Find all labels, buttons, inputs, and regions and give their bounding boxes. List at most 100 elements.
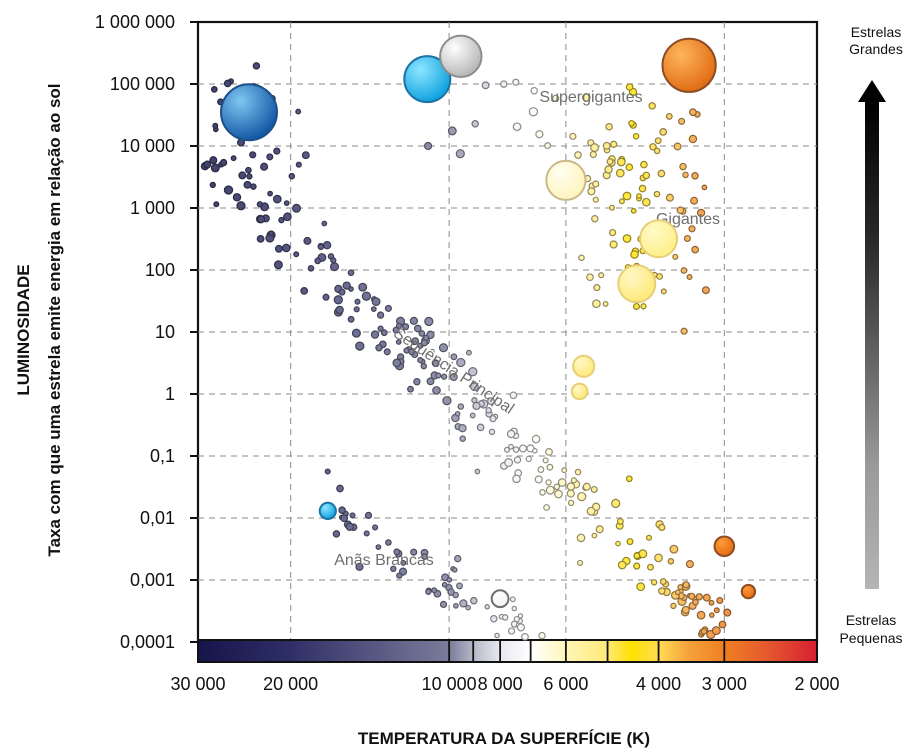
x-tick-label: 10 000 <box>422 674 477 694</box>
star-point <box>338 506 346 514</box>
highlight-star <box>713 535 736 558</box>
highlight-star <box>661 37 717 93</box>
star-point <box>501 614 509 621</box>
star-point <box>677 584 684 591</box>
star-point <box>317 243 325 251</box>
star-point <box>426 377 435 386</box>
y-tick-label: 0,01 <box>140 508 175 528</box>
star-point <box>574 151 582 159</box>
star-point <box>336 484 344 493</box>
star-point <box>615 540 621 547</box>
star-point <box>586 506 596 516</box>
star-point <box>528 107 539 117</box>
star-point <box>586 273 594 282</box>
highlight-star <box>740 583 757 600</box>
star-point <box>530 86 538 95</box>
star-point <box>577 491 587 502</box>
star-point <box>506 429 516 439</box>
large-stars-label: Estrelas Grandes <box>849 24 903 57</box>
star-point <box>330 257 337 264</box>
star-point <box>322 293 330 301</box>
star-point <box>425 588 432 595</box>
highlight-stars <box>220 34 757 609</box>
star-point <box>683 234 691 243</box>
star-point <box>696 610 706 620</box>
star-point <box>503 446 511 453</box>
star-point <box>209 181 216 189</box>
star-point <box>609 204 615 211</box>
star-point <box>418 330 426 337</box>
star-point <box>545 447 553 456</box>
star-point <box>682 581 690 589</box>
star-point <box>266 153 274 161</box>
star-point <box>538 631 546 640</box>
star-point <box>438 343 449 353</box>
size-arrow-head <box>858 80 886 102</box>
star-point <box>665 193 674 202</box>
star-point <box>413 324 422 333</box>
star-point <box>293 251 300 258</box>
star-point <box>456 357 466 368</box>
star-point <box>283 212 292 222</box>
star-point <box>484 604 490 610</box>
star-point <box>384 304 392 312</box>
star-point <box>453 554 462 563</box>
star-point <box>432 359 440 368</box>
temperature-color-band <box>197 639 818 663</box>
star-point <box>432 386 441 395</box>
star-point <box>376 311 385 319</box>
star-point <box>453 602 459 609</box>
star-point <box>679 162 687 171</box>
star-point <box>546 463 554 471</box>
star-point <box>504 458 514 467</box>
star-point <box>457 403 465 410</box>
star-point <box>625 83 634 91</box>
star-point <box>450 353 458 361</box>
star-point <box>512 122 522 132</box>
axis-ticks <box>190 21 198 643</box>
star-point <box>288 172 296 180</box>
star-point <box>456 582 463 590</box>
star-point <box>322 240 332 250</box>
star-point <box>690 196 699 205</box>
star-point <box>682 171 689 179</box>
star-point <box>660 288 667 295</box>
star-point <box>531 434 541 444</box>
star-point <box>393 548 401 556</box>
star-point <box>691 172 699 180</box>
y-tick-label: 0,1 <box>150 446 175 466</box>
star-point <box>349 512 356 519</box>
star-point <box>569 132 577 140</box>
star-point <box>471 397 478 404</box>
star-point <box>342 281 351 290</box>
star-point <box>701 286 710 295</box>
star-point <box>645 534 653 541</box>
x-tick-label: 8 000 <box>478 674 523 694</box>
star-point <box>223 185 234 195</box>
star-point <box>470 596 478 605</box>
star-point <box>610 140 618 148</box>
star-point <box>209 156 218 165</box>
star-point <box>667 557 675 565</box>
y-tick-label: 10 <box>155 322 175 342</box>
temperature-band-separators <box>448 640 726 662</box>
star-point <box>485 407 492 414</box>
star-point <box>525 455 532 463</box>
star-point <box>545 479 552 486</box>
star-point <box>508 443 514 450</box>
star-point <box>672 253 679 260</box>
star-point <box>537 466 545 474</box>
star-point <box>487 397 495 405</box>
x-tick-label: 6 000 <box>543 674 588 694</box>
star-point <box>591 532 598 539</box>
star-point <box>688 592 696 600</box>
star-point <box>332 530 341 538</box>
star-point <box>566 489 575 498</box>
star-point <box>392 326 400 334</box>
x-axis-title: TEMPERATURA DA SUPERFÍCIE (K) <box>358 729 650 748</box>
grid-lines <box>198 22 817 642</box>
star-point <box>630 208 637 214</box>
star-point <box>260 162 269 171</box>
star-point <box>642 171 651 180</box>
